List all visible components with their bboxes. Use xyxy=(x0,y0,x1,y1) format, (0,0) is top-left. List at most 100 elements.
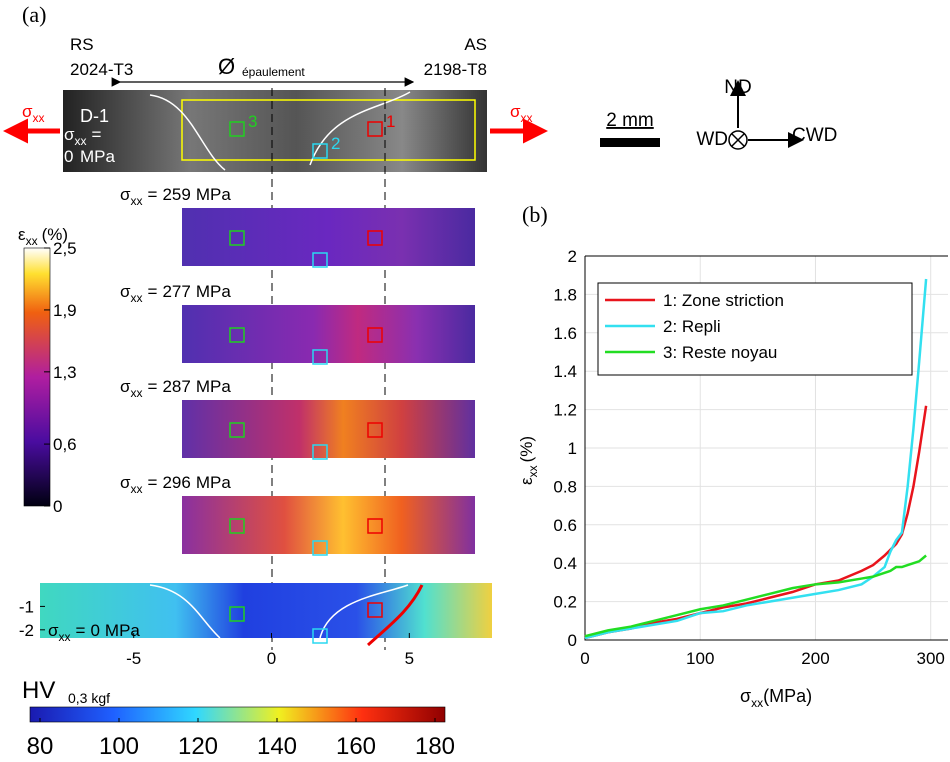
zone-marker xyxy=(229,606,245,622)
zone-marker xyxy=(229,518,245,534)
y-axis-label-part: ε xyxy=(517,477,536,485)
zone-label: 1 xyxy=(386,112,395,131)
zone-marker xyxy=(312,628,328,644)
panel-label: (a) xyxy=(22,2,46,27)
load-label-part: σ xyxy=(510,102,521,121)
load-label-part: xx xyxy=(33,111,45,125)
alloy-label: 2198-T8 xyxy=(424,60,487,79)
stress-label-part: xx xyxy=(131,482,143,496)
y-tick-label: 1.2 xyxy=(553,401,577,420)
colorbar-label-part: ε xyxy=(18,225,26,244)
alloy-label: 2024-T3 xyxy=(70,60,133,79)
stress-label-part: σ xyxy=(120,282,131,301)
load-label-part: xx xyxy=(521,111,533,125)
diameter-symbol: Ø xyxy=(218,54,235,79)
colorbar-label: εxx (%) xyxy=(18,225,68,248)
legend-label: 2: Repli xyxy=(663,317,721,336)
x-tick-label: 0 xyxy=(580,649,589,668)
stress-unit: MPa xyxy=(80,147,116,166)
stress-label-part: = xyxy=(148,473,158,492)
stress-label-part: 277 xyxy=(162,282,190,301)
specimen-label: D-1 xyxy=(80,106,109,126)
zone-marker xyxy=(367,327,383,343)
legend-label: 3: Reste noyau xyxy=(663,343,777,362)
specimen-image xyxy=(63,90,487,172)
stress-label-part: 259 xyxy=(162,185,190,204)
colorbar-tick-label: 180 xyxy=(415,733,455,760)
hv-colorbar xyxy=(29,706,446,723)
scale-label: 2 mm xyxy=(606,110,654,131)
strain-map xyxy=(182,305,475,363)
stress-label-part: xx xyxy=(131,291,143,305)
stress-label-part: xx xyxy=(59,630,71,644)
chart-title: (b) xyxy=(522,202,548,227)
x-tick-label: 100 xyxy=(686,649,714,668)
stress-label-part: xx xyxy=(131,386,143,400)
cwd-label: CWD xyxy=(792,125,837,146)
nd-label: ND xyxy=(724,77,751,98)
stress-label: σxx = 259 MPa xyxy=(120,185,231,208)
stress-label: σxx = 287 MPa xyxy=(120,377,231,400)
stress-label-part: σ xyxy=(64,125,75,144)
stress-label-part: MPa xyxy=(105,621,141,640)
zone-marker xyxy=(367,602,383,618)
wd-label: WD xyxy=(696,129,728,150)
stress-label-part: σ xyxy=(120,377,131,396)
stress-label-part: = xyxy=(148,377,158,396)
y-tick-label: 0.4 xyxy=(553,554,577,573)
zone-marker xyxy=(312,444,328,460)
load-label: σxx xyxy=(510,102,533,125)
axes-frame xyxy=(584,255,948,641)
y-tick-label: 0 xyxy=(568,631,577,650)
x-axis-label: σxx(MPa) xyxy=(740,686,812,710)
load-label-part: σ xyxy=(22,102,33,121)
wd-symbol xyxy=(728,130,748,150)
zone-marker xyxy=(367,230,383,246)
wd-symbol xyxy=(731,133,745,147)
colorbar-tick-label: 2,5 xyxy=(53,239,77,258)
stress-label: σxx = 277 MPa xyxy=(120,282,231,305)
stress-label-part: 0 xyxy=(90,621,99,640)
load-label: σxx xyxy=(22,102,45,125)
colorbar-label-part: (%) xyxy=(42,225,68,244)
zone-marker xyxy=(312,143,328,159)
y-tick-label: 0.8 xyxy=(553,477,577,496)
y-tick-label: 0.6 xyxy=(553,516,577,535)
y-tick-label: 1 xyxy=(568,439,577,458)
strain-map xyxy=(182,400,475,458)
scale-bar xyxy=(600,138,660,147)
map-tick-label: -2 xyxy=(19,621,34,640)
map-tick-label: 0 xyxy=(267,649,276,668)
stress-label-part: xx xyxy=(75,134,87,148)
zone-marker xyxy=(229,327,245,343)
zone-marker xyxy=(367,121,383,137)
zone-marker xyxy=(229,230,245,246)
stress-label-part: = xyxy=(76,621,86,640)
stress-label-part: σ xyxy=(120,185,131,204)
stress-label: σxx = 296 MPa xyxy=(120,473,231,496)
strain-colorbar xyxy=(23,247,51,507)
strain-map xyxy=(182,496,475,554)
y-tick-label: 1.4 xyxy=(553,362,577,381)
boundary-line xyxy=(149,91,411,171)
hv-label: HV xyxy=(22,677,55,704)
x-axis-label-part: (MPa) xyxy=(763,686,812,706)
stress-label: σxx = xyxy=(64,125,102,148)
zone-marker xyxy=(312,540,328,556)
colorbar-tick-label: 0,6 xyxy=(53,435,77,454)
zone-label: 2 xyxy=(331,134,340,153)
zone-box xyxy=(181,99,476,161)
stress-label: 0 xyxy=(64,147,73,166)
striction-line xyxy=(366,584,424,647)
colorbar-tick-label: 100 xyxy=(99,733,139,760)
y-axis-label-part: (%) xyxy=(517,436,536,462)
y-tick-label: 0.2 xyxy=(553,593,577,612)
series-line xyxy=(584,554,927,638)
series-line xyxy=(584,278,928,640)
colorbar-tick-label: 1,9 xyxy=(53,301,77,320)
strain-map xyxy=(182,208,475,266)
zone-marker xyxy=(367,422,383,438)
stress-label-part: MPa xyxy=(196,282,232,301)
legend-label: 1: Zone striction xyxy=(663,291,784,310)
